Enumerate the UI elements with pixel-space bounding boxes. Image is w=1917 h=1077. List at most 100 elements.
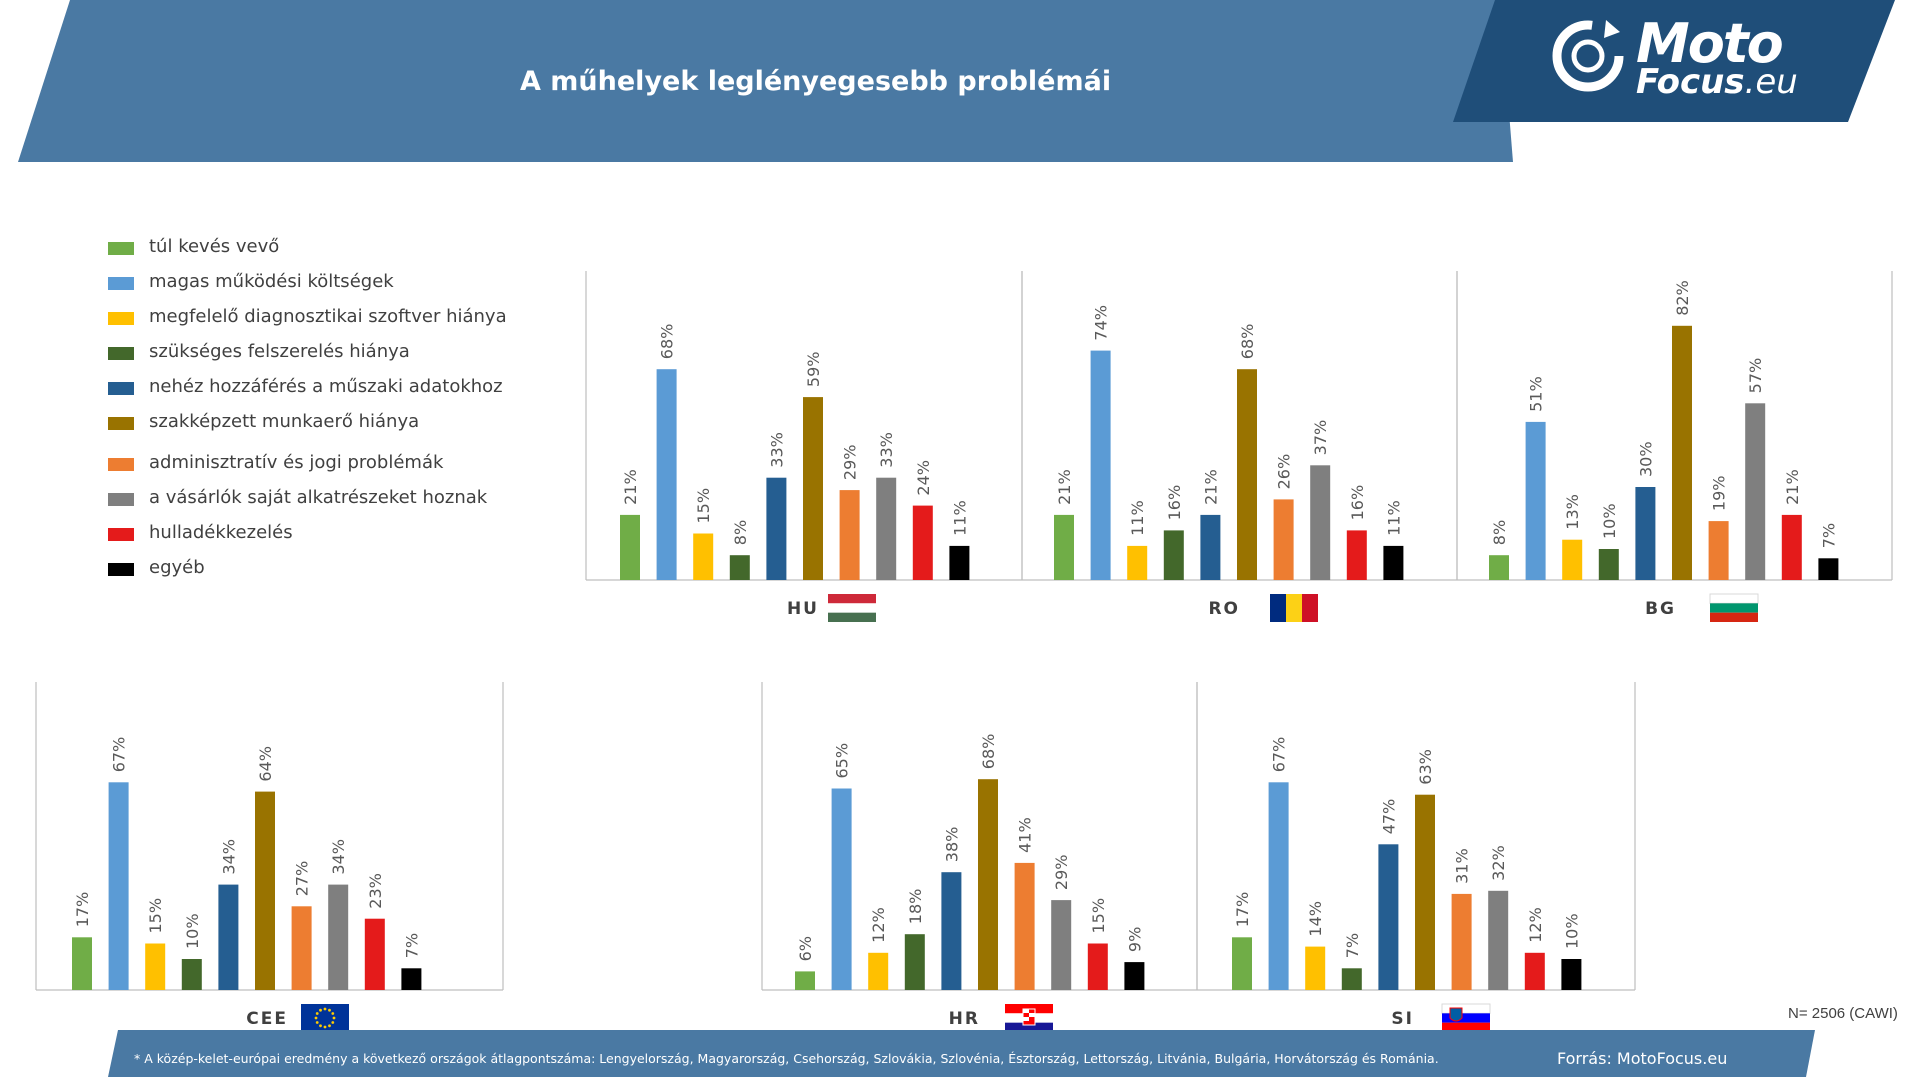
data-label: 18%: [906, 889, 925, 925]
bar: [803, 397, 823, 580]
bar: [729, 555, 750, 580]
sample-size-note: N= 2506 (CAWI): [1788, 1005, 1898, 1022]
legend-label: szakképzett munkaerő hiánya: [149, 411, 420, 432]
country-label: HU: [787, 599, 819, 619]
data-label: 7%: [402, 933, 421, 958]
data-label: 33%: [767, 432, 786, 468]
data-label: 51%: [1527, 376, 1546, 412]
data-label: 15%: [1089, 898, 1108, 934]
data-label: 7%: [1819, 523, 1838, 548]
data-label: 13%: [1563, 494, 1582, 530]
bar: [912, 505, 933, 580]
data-label: 31%: [1453, 848, 1472, 884]
bar: [145, 943, 166, 990]
bar: [1383, 545, 1404, 580]
flag-romania-icon: [1270, 594, 1318, 622]
country-label: BG: [1645, 599, 1676, 619]
data-label: 21%: [621, 469, 640, 505]
bar: [1378, 844, 1399, 990]
country-label: SI: [1391, 1009, 1414, 1029]
bar: [364, 918, 385, 990]
data-label: 9%: [1125, 927, 1144, 952]
legend-swatch: [108, 528, 134, 541]
flag-hungary-icon: [828, 594, 876, 622]
chart-si: 17% 67% 14% 7% 47% 63% 31% 32% 12% 10% SI: [1196, 682, 1636, 1030]
data-label: 63%: [1416, 749, 1435, 785]
legend-label: hulladékkezelés: [149, 522, 293, 543]
data-label: 74%: [1092, 305, 1111, 341]
bar: [1273, 499, 1294, 580]
bar: [656, 369, 677, 580]
country-label: CEE: [246, 1009, 288, 1029]
legend-swatch: [108, 382, 134, 395]
bar: [1232, 937, 1252, 990]
bar: [1124, 962, 1145, 990]
chart-ro: 21% 74% 11% 16% 21% 68% 26% 37% 16% 11% RO: [1021, 271, 1458, 622]
bar: [255, 791, 275, 990]
bar: [1672, 325, 1692, 580]
data-label: 33%: [877, 432, 896, 468]
legend-swatch: [108, 277, 134, 290]
legend-swatch: [108, 493, 134, 506]
bar: [904, 934, 925, 990]
data-label: 21%: [1201, 469, 1220, 505]
legend-swatch: [108, 458, 134, 471]
data-label: 29%: [841, 445, 860, 481]
legend-label: magas működési költségek: [149, 271, 394, 292]
data-label: 17%: [73, 892, 92, 928]
bar: [1014, 862, 1035, 990]
chart-hu: 21% 68% 15% 8% 33% 59% 29% 33% 24% 11% HU: [585, 271, 1023, 622]
country-label: HR: [949, 1009, 980, 1029]
bar: [620, 514, 640, 580]
bar: [1305, 946, 1326, 990]
chart-hr: 6% 65% 12% 18% 38% 68% 41% 29% 15% 9% HR: [761, 682, 1198, 1030]
bar: [1346, 530, 1367, 580]
bar: [1087, 943, 1108, 990]
data-label: 11%: [1384, 500, 1403, 536]
data-label: 26%: [1275, 454, 1294, 490]
data-label: 8%: [1490, 520, 1509, 545]
legend-label: a vásárlók saját alkatrészeket hoznak: [149, 487, 488, 508]
logo-word-moto: Moto: [1636, 12, 1784, 75]
data-label: 68%: [979, 734, 998, 770]
legend-swatch: [108, 347, 134, 360]
legend-swatch: [108, 563, 134, 576]
bar: [1781, 514, 1802, 580]
legend-label: túl kevés vevő: [149, 236, 280, 257]
data-label: 59%: [804, 352, 823, 388]
bar: [1200, 514, 1221, 580]
data-label: 16%: [1348, 485, 1367, 521]
data-label: 11%: [950, 500, 969, 536]
bar: [1745, 403, 1766, 580]
bar: [72, 937, 92, 990]
bar: [1415, 794, 1435, 990]
bar: [1237, 369, 1257, 580]
bar: [766, 477, 787, 580]
motofocus-logo: Moto Focus.eu: [1548, 10, 1808, 110]
legend-swatch: [108, 312, 134, 325]
data-label: 10%: [183, 913, 202, 949]
legend-label: szükséges felszerelés hiánya: [149, 341, 410, 362]
data-label: 32%: [1489, 845, 1508, 881]
data-label: 34%: [219, 839, 238, 875]
legend-swatch: [108, 417, 134, 430]
legend-label: egyéb: [149, 557, 205, 578]
data-label: 15%: [146, 898, 165, 934]
bar: [831, 788, 852, 990]
page-title: A műhelyek leglényegesebb problémái: [520, 66, 1112, 97]
logo-ring-icon: [1552, 20, 1624, 92]
data-label: 47%: [1379, 799, 1398, 835]
data-label: 23%: [366, 873, 385, 909]
logo-focus-text: Focus: [1636, 62, 1745, 102]
chart-cee: 17% 67% 15% 10% 34% 64% 27% 34% 23% 7% CEE: [35, 682, 504, 1030]
bar: [328, 884, 349, 990]
bar: [181, 959, 202, 990]
flag-eu-icon: [301, 1004, 349, 1030]
bar: [291, 906, 312, 990]
legend-label: adminisztratív és jogi problémák: [149, 452, 444, 473]
data-label: 82%: [1673, 280, 1692, 316]
data-label: 37%: [1311, 420, 1330, 456]
bar: [108, 782, 129, 990]
data-label: 17%: [1233, 892, 1252, 928]
bar: [876, 477, 897, 580]
